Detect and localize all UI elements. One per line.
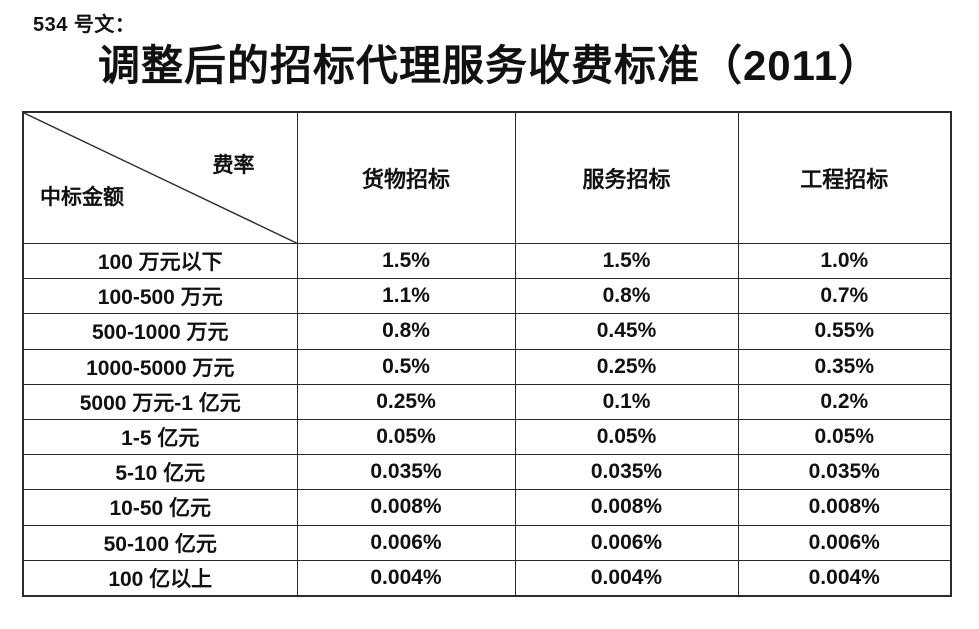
fee-rate-cell: 0.006% bbox=[737, 524, 952, 561]
column-header-services: 服务招标 bbox=[514, 111, 739, 244]
fee-rate-cell: 0.004% bbox=[737, 559, 952, 597]
amount-range-cell: 5000 万元-1 亿元 bbox=[22, 383, 298, 420]
header-row: 费率 中标金额 货物招标 服务招标 工程招标 bbox=[22, 111, 952, 244]
fee-rate-cell: 0.05% bbox=[296, 418, 516, 456]
fee-rate-cell: 0.1% bbox=[514, 383, 739, 420]
corner-label-rate: 费率 bbox=[212, 154, 255, 177]
fee-rate-cell: 1.1% bbox=[296, 278, 516, 315]
fee-rate-cell: 0.8% bbox=[514, 278, 739, 315]
table-row: 1-5 亿元 0.05% 0.05% 0.05% bbox=[22, 418, 952, 456]
fee-rate-cell: 0.7% bbox=[737, 278, 952, 315]
fee-rate-cell: 0.035% bbox=[514, 454, 739, 491]
fee-rate-cell: 1.5% bbox=[514, 242, 739, 280]
table-row: 1000-5000 万元 0.5% 0.25% 0.35% bbox=[22, 348, 952, 385]
table-row: 5-10 亿元 0.035% 0.035% 0.035% bbox=[22, 454, 952, 491]
fee-rate-cell: 0.55% bbox=[737, 313, 952, 350]
fee-rate-cell: 0.25% bbox=[514, 348, 739, 385]
fee-rate-cell: 0.05% bbox=[737, 418, 952, 456]
amount-range-cell: 1-5 亿元 bbox=[22, 418, 298, 456]
amount-range-cell: 50-100 亿元 bbox=[22, 524, 298, 561]
column-header-goods: 货物招标 bbox=[296, 111, 516, 244]
page-title: 调整后的招标代理服务收费标准（2011） bbox=[97, 42, 882, 89]
table-row: 100 亿以上 0.004% 0.004% 0.004% bbox=[22, 559, 952, 597]
fee-rate-cell: 0.008% bbox=[737, 489, 952, 526]
fee-rate-cell: 0.006% bbox=[514, 524, 739, 561]
fee-rate-cell: 0.004% bbox=[296, 559, 516, 597]
amount-range-cell: 100 万元以下 bbox=[22, 242, 298, 280]
fee-rate-cell: 0.006% bbox=[296, 524, 516, 561]
fee-rate-cell: 0.008% bbox=[296, 489, 516, 526]
corner-label-amount: 中标金额 bbox=[40, 186, 124, 209]
amount-range-cell: 500-1000 万元 bbox=[22, 313, 298, 350]
fee-rate-cell: 0.035% bbox=[296, 454, 516, 491]
fee-rate-cell: 0.25% bbox=[296, 383, 516, 420]
amount-range-cell: 100-500 万元 bbox=[22, 278, 298, 315]
fee-table-body: 100 万元以下 1.5% 1.5% 1.0% 100-500 万元 1.1% 0.8% 0.… bbox=[22, 242, 952, 597]
fee-rate-cell: 0.8% bbox=[296, 313, 516, 350]
table-row: 5000 万元-1 亿元 0.25% 0.1% 0.2% bbox=[22, 383, 952, 420]
fee-table: 费率 中标金额 货物招标 服务招标 工程招标 100 万元以下 1.5% 1.5% 1… bbox=[22, 111, 952, 597]
fee-rate-cell: 0.004% bbox=[514, 559, 739, 597]
table-row: 100 万元以下 1.5% 1.5% 1.0% bbox=[22, 242, 952, 280]
fee-rate-cell: 0.008% bbox=[514, 489, 739, 526]
amount-range-cell: 5-10 亿元 bbox=[22, 454, 298, 491]
fee-rate-cell: 1.5% bbox=[296, 242, 516, 280]
table-row: 10-50 亿元 0.008% 0.008% 0.008% bbox=[22, 489, 952, 526]
column-header-engineering: 工程招标 bbox=[737, 111, 952, 244]
fee-table-header: 费率 中标金额 货物招标 服务招标 工程招标 bbox=[22, 111, 952, 244]
diagonal-divider-line bbox=[24, 113, 297, 243]
fee-rate-cell: 0.035% bbox=[737, 454, 952, 491]
corner-cell: 费率 中标金额 bbox=[22, 111, 298, 244]
amount-range-cell: 1000-5000 万元 bbox=[22, 348, 298, 385]
fee-rate-cell: 0.05% bbox=[514, 418, 739, 456]
doc-number: 534 号文： bbox=[33, 14, 136, 36]
table-row: 50-100 亿元 0.006% 0.006% 0.006% bbox=[22, 524, 952, 561]
amount-range-cell: 100 亿以上 bbox=[22, 559, 298, 597]
fee-rate-cell: 1.0% bbox=[737, 242, 952, 280]
table-row: 500-1000 万元 0.8% 0.45% 0.55% bbox=[22, 313, 952, 350]
fee-rate-cell: 0.35% bbox=[737, 348, 952, 385]
fee-rate-cell: 0.45% bbox=[514, 313, 739, 350]
amount-range-cell: 10-50 亿元 bbox=[22, 489, 298, 526]
table-row: 100-500 万元 1.1% 0.8% 0.7% bbox=[22, 278, 952, 315]
fee-rate-cell: 0.5% bbox=[296, 348, 516, 385]
fee-rate-cell: 0.2% bbox=[737, 383, 952, 420]
